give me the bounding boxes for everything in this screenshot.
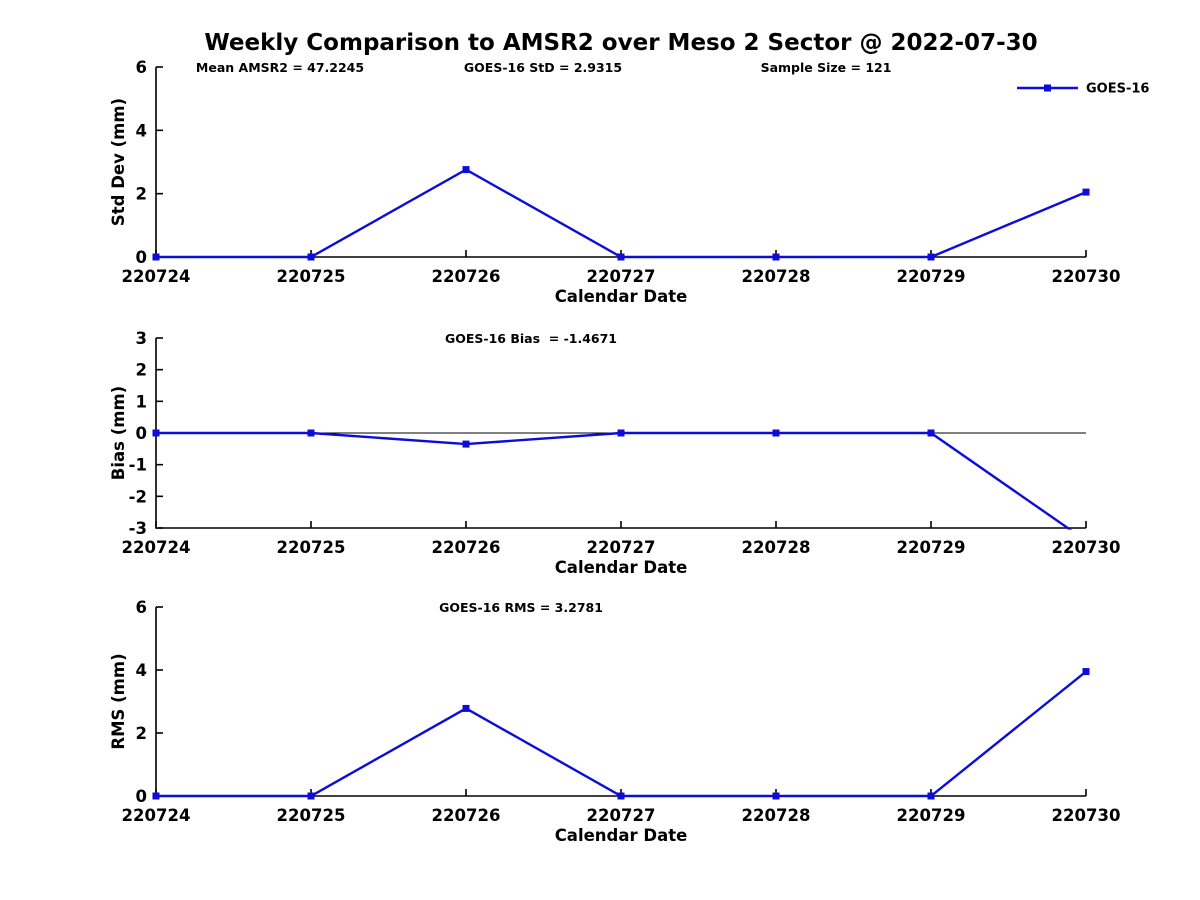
y-tick-label: 0 (136, 248, 147, 267)
data-point-marker (927, 253, 935, 261)
x-tick-label: 220729 (897, 806, 966, 825)
data-point-marker (307, 429, 315, 437)
legend-label: GOES-16 (1086, 82, 1149, 97)
data-point-marker (772, 253, 780, 261)
series-line (156, 670, 1087, 798)
y-tick-label: -2 (129, 487, 147, 506)
subplot-std_dev: 220724 220725 220726 220727 220728 220729 2207… (109, 58, 1149, 306)
x-tick-label: 220729 (897, 267, 966, 286)
y-tick-label: 2 (136, 361, 147, 380)
subplot-rms: 220724 220725 220726 220727 220728 220729 2207… (109, 598, 1120, 845)
data-point-marker (152, 253, 160, 261)
x-tick-label: 220730 (1052, 806, 1121, 825)
x-tick-label: 220727 (587, 538, 656, 557)
x-tick-label: 220724 (122, 538, 191, 557)
axes-spines (155, 607, 1086, 797)
y-tick-label: -1 (129, 456, 147, 475)
y-axis-label: Bias (mm) (109, 386, 128, 480)
x-tick-label: 220726 (432, 538, 501, 557)
y-tick-label: 0 (136, 787, 147, 806)
x-tick-label: 220730 (1052, 538, 1121, 557)
stat-annotation: GOES-16 StD = 2.9315 (464, 60, 622, 75)
stat-annotation: Mean AMSR2 = 47.2245 (196, 60, 364, 75)
data-point-marker (307, 792, 315, 800)
data-point-marker (772, 792, 780, 800)
stat-annotation: GOES-16 RMS = 3.2781 (439, 600, 603, 615)
series-line (156, 168, 1087, 259)
y-tick-label: -3 (129, 519, 147, 538)
data-point-marker (462, 166, 470, 174)
x-axis-label: Calendar Date (555, 826, 688, 845)
y-tick-label: 2 (136, 724, 147, 743)
figure-title: Weekly Comparison to AMSR2 over Meso 2 S… (204, 30, 1038, 56)
x-tick-label: 220728 (742, 806, 811, 825)
x-tick-label: 220729 (897, 538, 966, 557)
x-tick-label: 220730 (1052, 267, 1121, 286)
stat-annotation: GOES-16 Bias = -1.4671 (445, 331, 617, 346)
y-tick-label: 3 (136, 329, 147, 348)
y-axis-label: RMS (mm) (109, 653, 128, 749)
y-tick-label: 0 (136, 424, 147, 443)
x-axis-label: Calendar Date (555, 558, 688, 577)
x-tick-label: 220724 (122, 267, 191, 286)
legend-marker (1044, 84, 1051, 92)
y-tick-label: 6 (136, 598, 147, 617)
x-tick-label: 220727 (587, 267, 656, 286)
axes-spines (155, 338, 1086, 529)
x-tick-label: 220725 (277, 806, 346, 825)
y-tick-label: 1 (136, 392, 147, 411)
x-tick-label: 220728 (742, 538, 811, 557)
axes-spines (155, 67, 1086, 258)
x-tick-label: 220726 (432, 267, 501, 286)
data-point-marker (152, 429, 160, 437)
y-tick-label: 2 (136, 185, 147, 204)
data-point-marker (152, 792, 160, 800)
x-tick-label: 220726 (432, 806, 501, 825)
y-tick-label: 4 (136, 661, 147, 680)
x-tick-label: 220727 (587, 806, 656, 825)
x-tick-label: 220725 (277, 267, 346, 286)
data-point-marker (617, 792, 625, 800)
data-point-marker (1082, 188, 1090, 196)
y-tick-label: 4 (136, 121, 147, 140)
data-point-marker (617, 429, 625, 437)
data-point-marker (617, 253, 625, 261)
x-tick-label: 220724 (122, 806, 191, 825)
legend: GOES-16 (1017, 82, 1149, 97)
data-point-marker (307, 253, 315, 261)
data-point-marker (927, 429, 935, 437)
x-axis-label: Calendar Date (555, 287, 688, 306)
data-point-marker (772, 429, 780, 437)
data-point-marker (1082, 668, 1090, 676)
data-point-marker (927, 792, 935, 800)
data-point-marker (462, 440, 470, 448)
subplot-bias: 220724 220725 220726 220727 220728 220729 2207… (109, 329, 1120, 577)
data-point-marker (462, 704, 470, 712)
stat-annotation: Sample Size = 121 (761, 60, 892, 75)
x-tick-label: 220725 (277, 538, 346, 557)
x-tick-label: 220728 (742, 267, 811, 286)
y-axis-label: Std Dev (mm) (109, 98, 128, 226)
y-tick-label: 6 (136, 58, 147, 77)
